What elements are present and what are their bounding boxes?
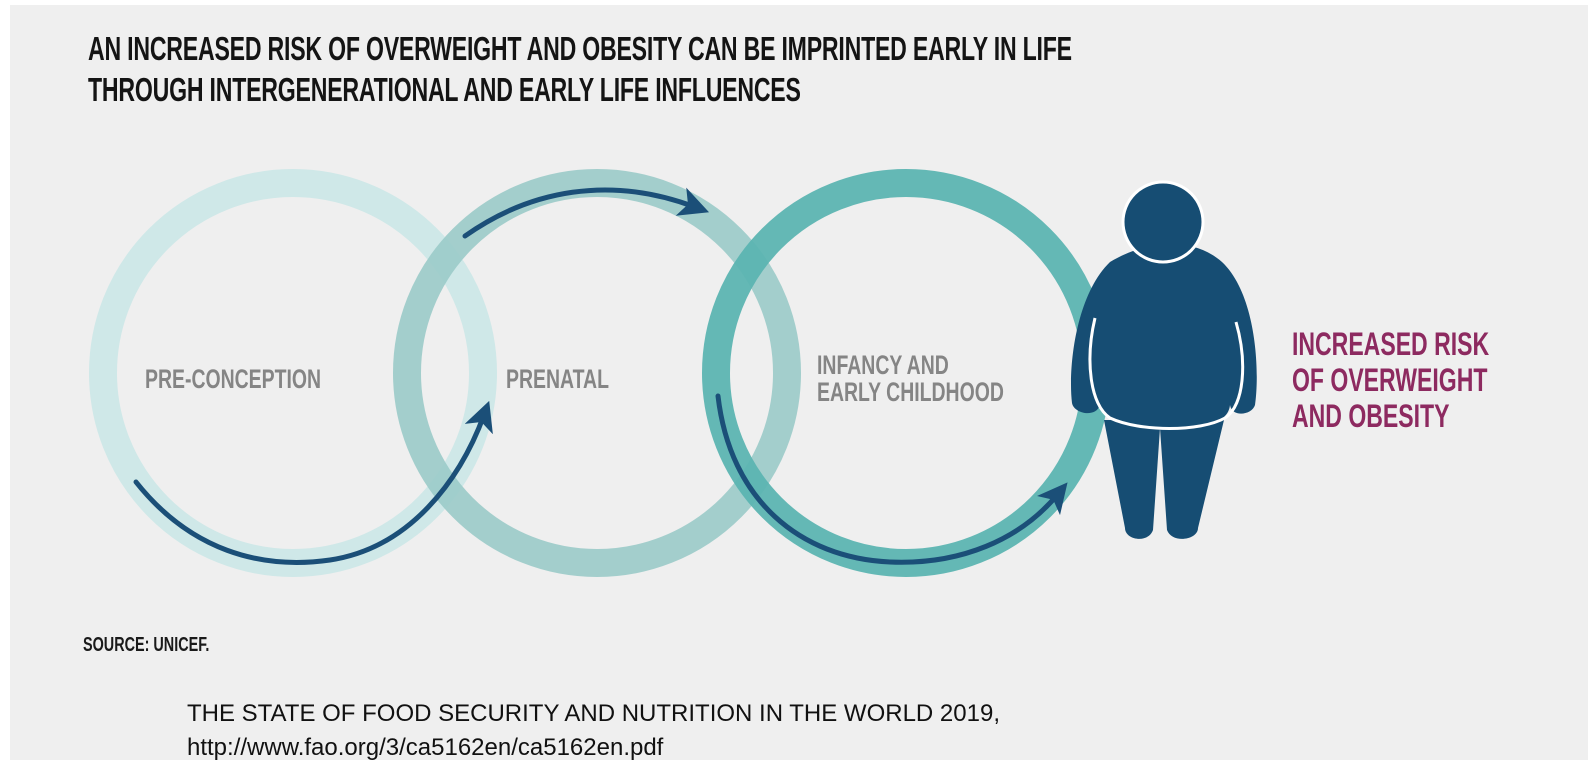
caption-link[interactable]: http://www.fao.org/3/ca5162en/ca5162en.p… [187, 734, 664, 761]
stage-label-pre-conception: PRE-CONCEPTION [145, 366, 321, 393]
title-line-1: AN INCREASED RISK OF OVERWEIGHT AND OBES… [88, 30, 1072, 67]
caption-line-1: THE STATE OF FOOD SECURITY AND NUTRITION… [187, 700, 1000, 727]
outcome-label: INCREASED RISK OF OVERWEIGHT AND OBESITY [1292, 326, 1489, 434]
stage-label-prenatal: PRENATAL [506, 366, 609, 393]
title-line-2: THROUGH INTERGENERATIONAL AND EARLY LIFE… [88, 71, 801, 108]
person-silhouette-icon [1070, 180, 1257, 539]
arrow-pre-conception-to-prenatal [133, 400, 493, 565]
prenatal-ring [393, 169, 801, 577]
source-note: SOURCE: UNICEF. [83, 634, 210, 656]
arrow-prenatal-top [462, 187, 710, 239]
arrow-infancy-to-figure [715, 393, 1068, 565]
stage-label-line: PRENATAL [506, 364, 609, 394]
infographic-title: AN INCREASED RISK OF OVERWEIGHT AND OBES… [88, 28, 1072, 110]
stage-label-line: INFANCY AND [817, 350, 949, 380]
caption: THE STATE OF FOOD SECURITY AND NUTRITION… [187, 697, 1000, 765]
outcome-line: OF OVERWEIGHT [1292, 362, 1488, 398]
outcome-line: INCREASED RISK [1292, 326, 1490, 362]
outcome-line: AND OBESITY [1292, 398, 1450, 434]
stage-label-line: EARLY CHILDHOOD [817, 377, 1004, 407]
stage-label-line: PRE-CONCEPTION [145, 364, 322, 394]
stage-label-infancy: INFANCY AND EARLY CHILDHOOD [817, 352, 1004, 406]
